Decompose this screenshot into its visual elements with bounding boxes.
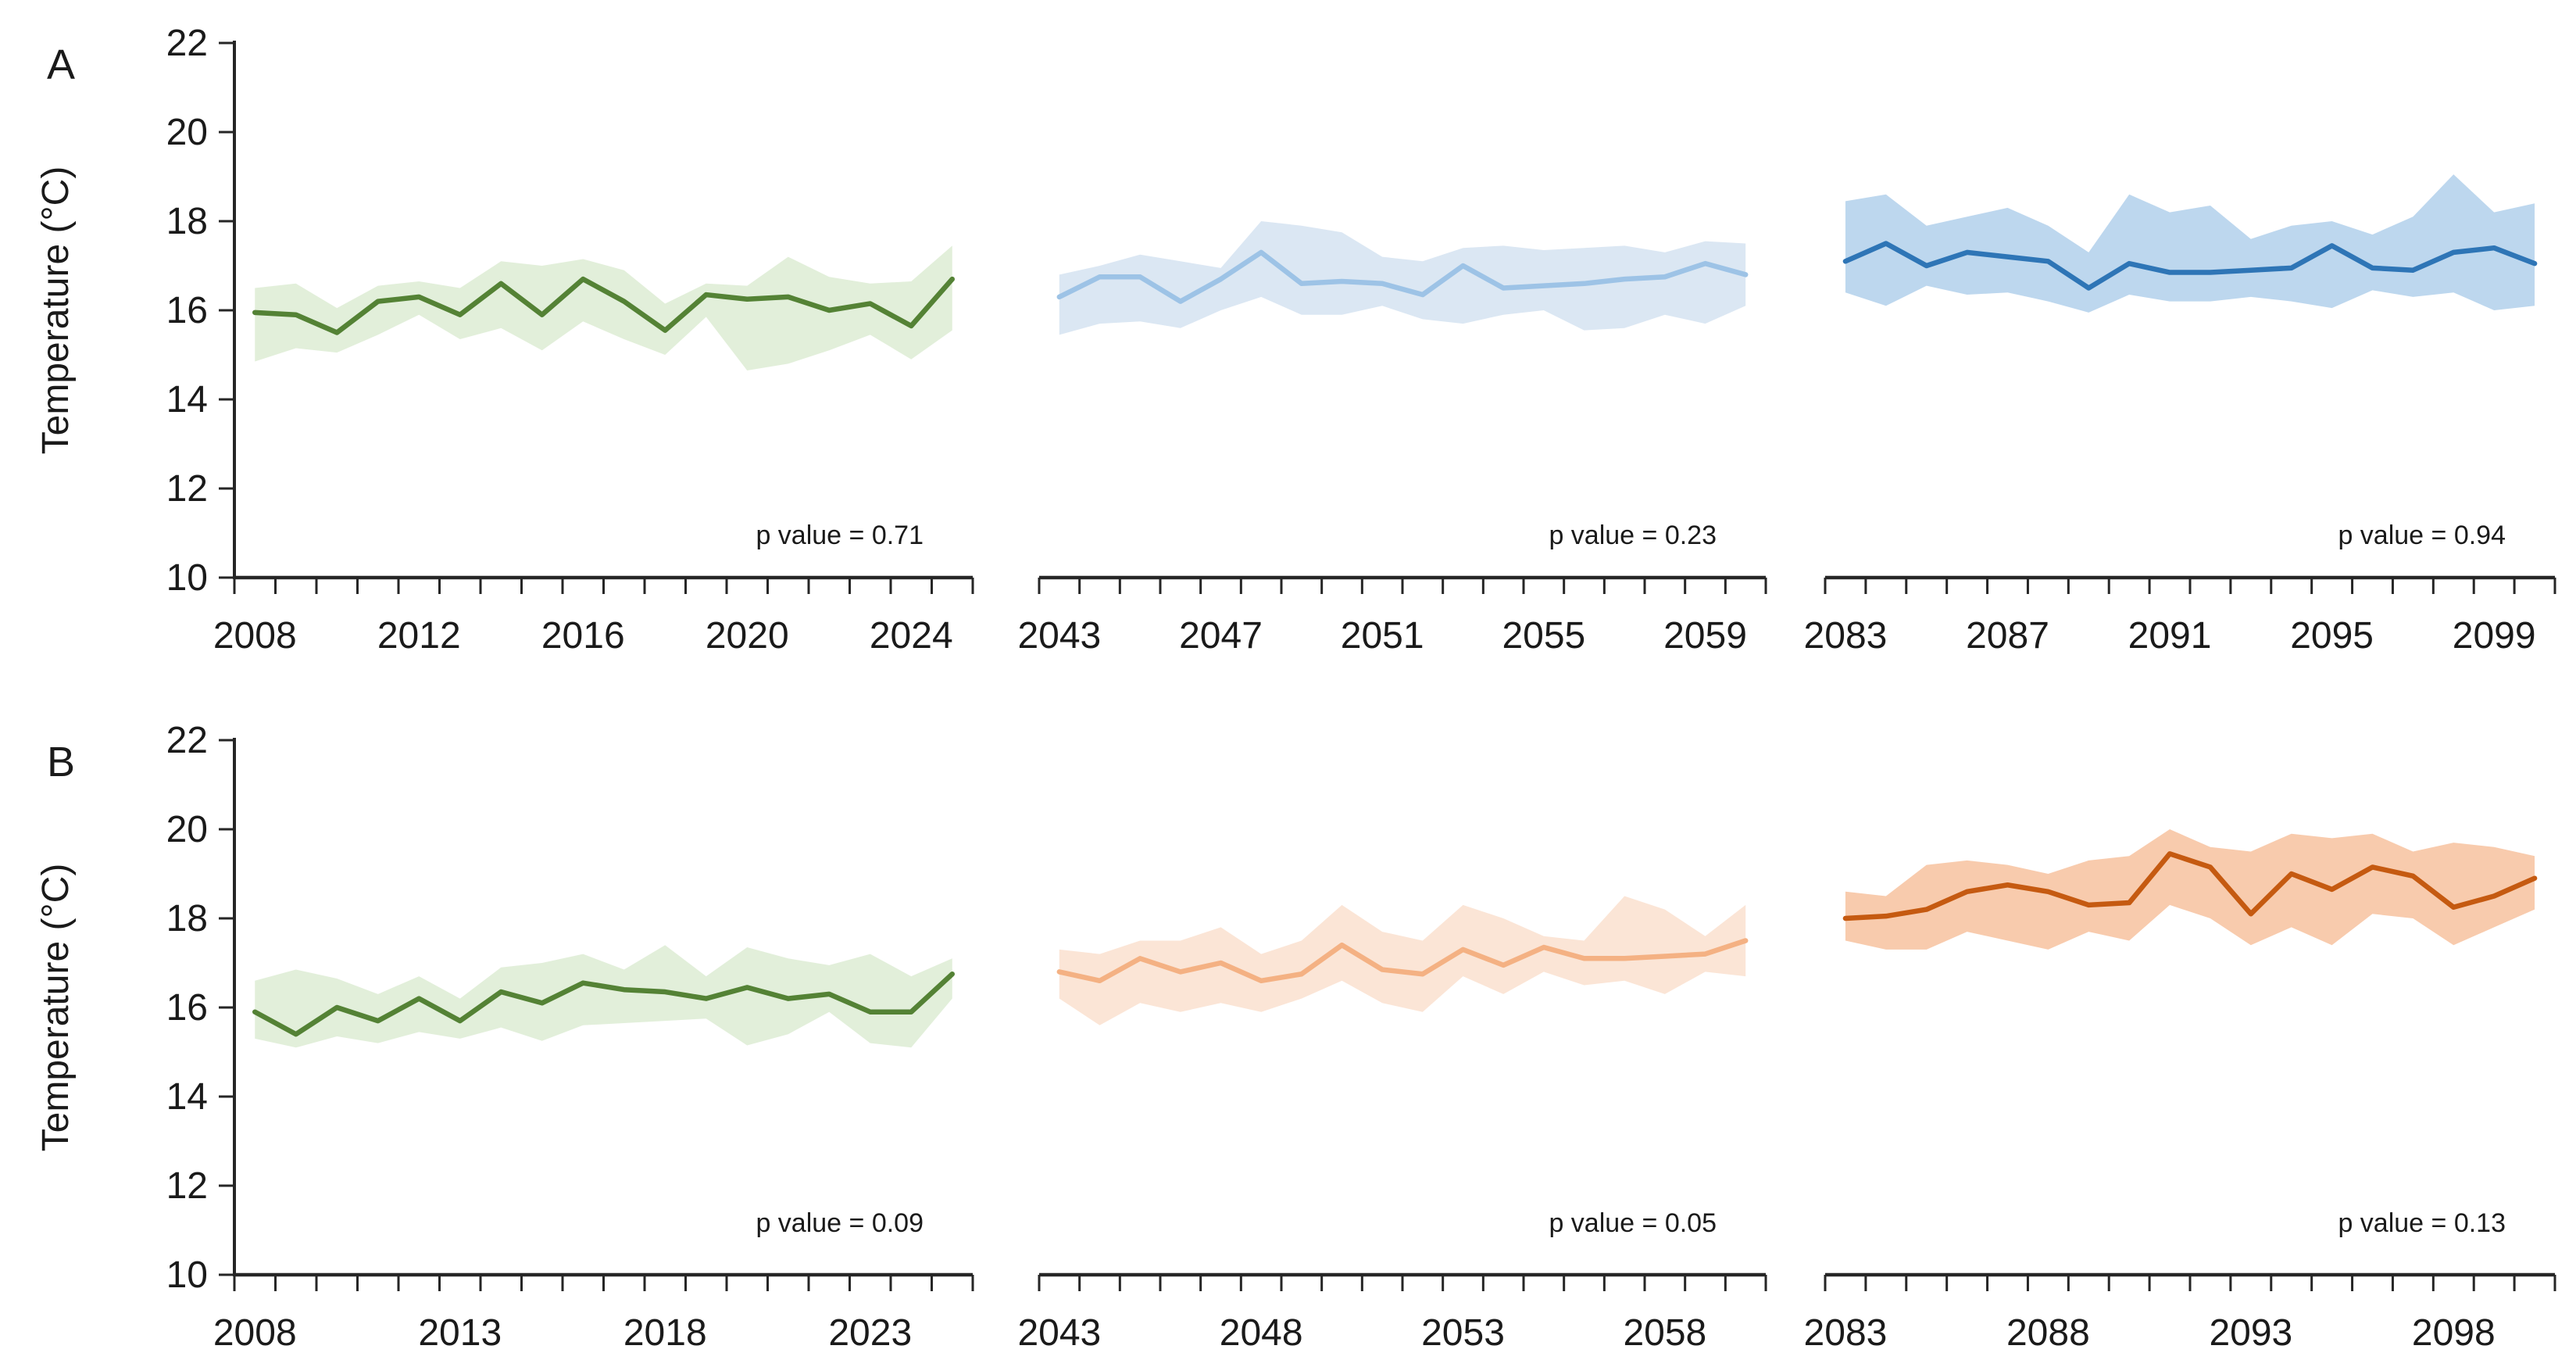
mean-line [1842, 241, 2538, 291]
x-tick-label: 2051 [1341, 615, 1424, 657]
p-value-a3: p value = 0.94 [2338, 521, 2506, 550]
x-tick-label: 2055 [1502, 615, 1585, 657]
y-tick-label: 12 [166, 1165, 208, 1207]
x-tick-label: 2053 [1421, 1312, 1505, 1354]
x-tick-label: 2018 [623, 1312, 707, 1354]
mean-line [1056, 938, 1749, 984]
mean-line [252, 972, 955, 1037]
confidence-band [1059, 896, 1746, 1025]
x-tick-label: 2093 [2209, 1312, 2292, 1354]
x-tick-label: 2099 [2453, 615, 2536, 657]
y-tick-label: 22 [166, 23, 208, 64]
x-tick-label: 2023 [828, 1312, 912, 1354]
y-tick-label: 10 [166, 1254, 208, 1296]
x-tick-label: 2087 [1966, 615, 2049, 657]
y-tick-label: 14 [166, 1076, 208, 1118]
row-a-label: A [47, 41, 76, 88]
x-tick-label: 2008 [213, 1312, 297, 1354]
confidence-band [1845, 174, 2535, 313]
confidence-band [1059, 221, 1746, 335]
p-value-b1: p value = 0.09 [756, 1208, 924, 1238]
x-tick-label: 2059 [1663, 615, 1747, 657]
x-tick-label: 2043 [1017, 615, 1101, 657]
row-b-label: B [47, 739, 76, 785]
panel-a2: 2043 2047 2051 2055 2059 [1017, 221, 1767, 657]
x-tick-label: 2098 [2412, 1312, 2496, 1354]
x-tick-label: 2024 [870, 615, 953, 657]
x-tick-label: 2016 [541, 615, 625, 657]
y-tick-label: 18 [166, 898, 208, 939]
y-tick-label: 16 [166, 987, 208, 1029]
panel-b2: 2043 2048 2053 2058 [1017, 896, 1767, 1354]
p-value-a2: p value = 0.23 [1549, 521, 1717, 550]
confidence-band [255, 245, 952, 370]
y-tick-label: 12 [166, 468, 208, 510]
x-tick-label: 2058 [1623, 1312, 1706, 1354]
panel-a1: 2008 2012 2016 2020 2024 10 12 14 16 18 20 22 [166, 23, 974, 657]
confidence-band [1845, 829, 2535, 950]
p-value-b3: p value = 0.13 [2338, 1208, 2506, 1238]
x-tick-label: 2083 [1804, 1312, 1888, 1354]
x-tick-label: 2091 [2128, 615, 2212, 657]
confidence-band [255, 945, 952, 1048]
mean-line [1056, 249, 1749, 304]
y-tick-label: 20 [166, 112, 208, 153]
y-tick-label: 16 [166, 290, 208, 331]
x-tick-label: 2083 [1804, 615, 1888, 657]
y-tick-label: 14 [166, 379, 208, 420]
p-value-b2: p value = 0.05 [1549, 1208, 1717, 1238]
x-tick-label: 2013 [418, 1312, 502, 1354]
y-tick-label: 22 [166, 720, 208, 761]
panel-b1: 2008 2013 2018 2023 10 12 14 16 18 20 22 [166, 720, 974, 1354]
x-tick-label: 2012 [377, 615, 461, 657]
y-tick-label: 20 [166, 809, 208, 850]
x-tick-label: 2095 [2290, 615, 2374, 657]
x-tick-label: 2048 [1220, 1312, 1303, 1354]
x-tick-label: 2020 [706, 615, 789, 657]
y-tick-label: 18 [166, 201, 208, 242]
x-tick-label: 2088 [2006, 1312, 2090, 1354]
y-tick-label: 10 [166, 557, 208, 599]
y-axis-title-row-b: Temperature (°C) [35, 863, 77, 1152]
x-tick-label: 2043 [1017, 1312, 1101, 1354]
mean-line [1842, 851, 2538, 921]
x-tick-label: 2047 [1179, 615, 1263, 657]
y-axis-title-row-a: Temperature (°C) [35, 166, 77, 455]
panel-a3: 2083 2087 2091 2095 2099 [1804, 174, 2556, 657]
p-value-a1: p value = 0.71 [756, 521, 924, 550]
mean-line [252, 276, 955, 335]
panel-b3: 2083 2088 2093 2098 [1804, 829, 2556, 1354]
x-tick-label: 2008 [213, 615, 297, 657]
